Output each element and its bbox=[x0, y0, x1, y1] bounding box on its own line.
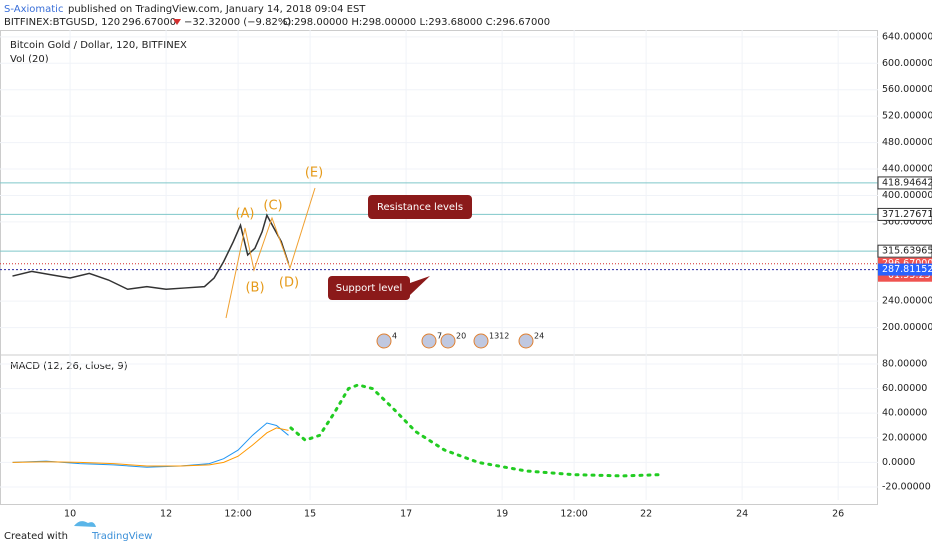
y-tick-label: 40.00000 bbox=[882, 408, 927, 419]
wave-line bbox=[225, 187, 316, 319]
x-tick-label: 26 bbox=[832, 509, 844, 520]
x-tick-label: 10 bbox=[64, 509, 76, 520]
callout-text: Resistance levels bbox=[377, 202, 463, 213]
y-tick-label: 360.00000 bbox=[882, 216, 932, 227]
countdown: 01:55:25 bbox=[888, 270, 931, 281]
symbol: BITFINEX:BTGUSD, 120 bbox=[4, 17, 120, 28]
event-count: 4 bbox=[392, 332, 397, 341]
event-icon bbox=[518, 333, 534, 349]
wave-label: (E) bbox=[305, 166, 323, 181]
y-tick-label: -20.00000 bbox=[882, 481, 931, 492]
y-tick-label: 200.00000 bbox=[882, 322, 932, 333]
signal-line bbox=[12, 427, 289, 467]
y-tick-label: 80.00000 bbox=[882, 358, 927, 369]
down-arrow bbox=[173, 19, 181, 25]
y-tick-label: 0.0000 bbox=[882, 457, 915, 468]
event-icon bbox=[440, 333, 456, 349]
ohlc: O:298.00000 H:298.00000 L:293.68000 C:29… bbox=[283, 17, 550, 28]
y-tick-label: 560.00000 bbox=[882, 84, 932, 95]
level-label: 418.94642 bbox=[882, 177, 932, 188]
y-tick-label: 440.00000 bbox=[882, 164, 932, 175]
footer-created: Created with bbox=[4, 531, 68, 542]
x-tick-label: 19 bbox=[496, 509, 508, 520]
x-tick-label: 24 bbox=[736, 509, 748, 520]
x-tick-label: 12:00 bbox=[224, 509, 251, 520]
x-tick-label: 12:00 bbox=[560, 509, 587, 520]
event-count: 1312 bbox=[489, 332, 509, 341]
chart-title: Bitcoin Gold / Dollar, 120, BITFINEX bbox=[10, 40, 187, 51]
level-tag bbox=[877, 207, 932, 221]
callout-box bbox=[328, 276, 410, 300]
change: −32.32000 (−9.82%) bbox=[184, 17, 291, 28]
event-icon bbox=[421, 333, 437, 349]
y-tick-label: 520.00000 bbox=[882, 111, 932, 122]
callout-text: Support level bbox=[336, 283, 403, 294]
macd-title: MACD (12, 26, close, 9) bbox=[10, 361, 128, 372]
level-tag bbox=[877, 244, 932, 258]
x-tick-label: 22 bbox=[640, 509, 652, 520]
wave-label: (B) bbox=[245, 281, 264, 296]
level-label: 371.27671 bbox=[882, 209, 932, 220]
event-count: 7 bbox=[437, 332, 442, 341]
publisher[interactable]: S-Axiomatic bbox=[4, 4, 63, 15]
footer-brand[interactable]: TradingView bbox=[91, 531, 152, 542]
x-tick-label: 17 bbox=[400, 509, 412, 520]
macd-line bbox=[12, 422, 289, 468]
callout-tail bbox=[410, 276, 430, 295]
level-tag bbox=[877, 176, 932, 190]
callout-box bbox=[368, 195, 472, 219]
wave-label: (C) bbox=[263, 199, 282, 214]
price: 296.67000 bbox=[122, 17, 176, 28]
y-tick-label: 480.00000 bbox=[882, 137, 932, 148]
y-tick-label: 20.00000 bbox=[882, 432, 927, 443]
event-count: 20 bbox=[456, 332, 466, 341]
logo bbox=[74, 521, 96, 527]
event-count: 24 bbox=[534, 332, 544, 341]
price-line bbox=[12, 213, 290, 291]
event-icon bbox=[473, 333, 489, 349]
volume-label: Vol (20) bbox=[10, 54, 49, 65]
blue-level-tag bbox=[878, 263, 932, 276]
chart-frame bbox=[0, 30, 878, 505]
y-tick-label: 400.00000 bbox=[882, 190, 932, 201]
x-tick-label: 15 bbox=[304, 509, 316, 520]
event-icon bbox=[376, 333, 392, 349]
y-tick-label: 240.00000 bbox=[882, 296, 932, 307]
level-label: 315.63965 bbox=[882, 246, 932, 257]
wave-label: (D) bbox=[279, 276, 299, 291]
wave-label: (A) bbox=[235, 207, 254, 222]
y-tick-label: 60.00000 bbox=[882, 383, 927, 394]
blue-level-label: 287.81152 bbox=[882, 264, 932, 275]
y-tick-label: 600.00000 bbox=[882, 58, 932, 69]
y-tick-label: 640.00000 bbox=[882, 31, 932, 42]
published: published on TradingView.com, January 14… bbox=[68, 4, 366, 15]
forecast-line bbox=[289, 383, 663, 478]
x-tick-label: 12 bbox=[160, 509, 172, 520]
